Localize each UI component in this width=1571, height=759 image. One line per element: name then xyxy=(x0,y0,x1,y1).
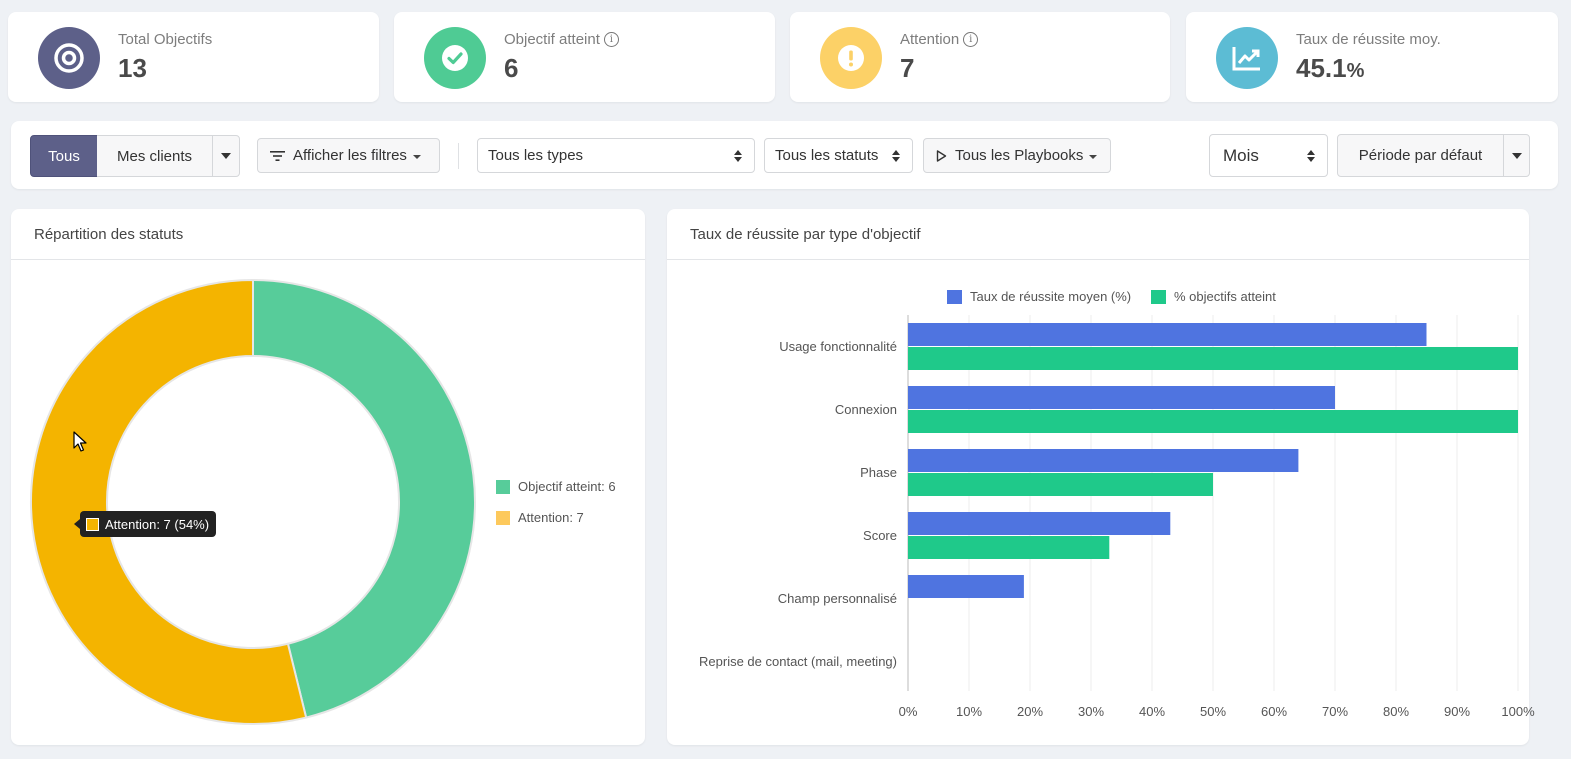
mes-clients-button[interactable]: Mes clients xyxy=(97,135,213,177)
statuts-value: Tous les statuts xyxy=(775,147,879,164)
client-dropdown-toggle[interactable] xyxy=(212,135,240,177)
stat-label: Taux de réussite moy. xyxy=(1296,31,1441,48)
stat-card-total: Total Objectifs 13 xyxy=(8,12,379,102)
stat-label: Objectif atteint xyxy=(504,31,600,48)
filter-icon xyxy=(270,150,285,161)
stat-card-success-rate: Taux de réussite moy. 45.1% xyxy=(1186,12,1558,102)
legend-label: Attention: 7 xyxy=(518,510,584,525)
exclamation-icon xyxy=(820,27,882,89)
legend-label: Taux de réussite moyen (%) xyxy=(970,289,1132,304)
mouse-cursor-icon xyxy=(73,431,87,452)
chart-line-icon xyxy=(1216,27,1278,89)
tous-label: Tous xyxy=(48,147,80,165)
afficher-filtres-button[interactable]: Afficher les filtres xyxy=(257,138,440,173)
select-arrows-icon xyxy=(1307,149,1315,162)
mes-clients-label: Mes clients xyxy=(116,147,193,165)
legend-item-pct-achieved[interactable]: % objectifs atteint xyxy=(1151,289,1276,304)
target-icon xyxy=(38,27,100,89)
stat-value: 7 xyxy=(900,53,915,83)
select-arrows-icon xyxy=(892,149,900,162)
panel-title: Taux de réussite par type d'objectif xyxy=(667,209,1529,260)
check-circle-icon xyxy=(424,27,486,89)
stat-card-attention: Attention i 7 xyxy=(790,12,1170,102)
panel-title: Répartition des statuts xyxy=(11,209,645,260)
stat-label: Attention xyxy=(900,31,960,48)
status-distribution-panel: Répartition des statuts xyxy=(11,209,645,745)
chevron-down-icon xyxy=(221,153,231,159)
periode-label: Période par défaut xyxy=(1358,147,1483,164)
periode-dropdown-toggle[interactable] xyxy=(1503,134,1530,177)
select-arrows-icon xyxy=(734,149,742,162)
periode-unit-select[interactable]: Mois xyxy=(1209,134,1328,177)
legend-item-avg-rate[interactable]: Taux de réussite moyen (%) xyxy=(947,289,1131,304)
legend-label: Objectif atteint: 6 xyxy=(518,479,616,494)
legend-swatch xyxy=(1151,289,1166,304)
info-icon[interactable]: i xyxy=(603,32,619,47)
legend-swatch xyxy=(947,289,962,304)
filter-bar: Tous Mes clients Afficher les filtres To… xyxy=(11,121,1558,189)
chevron-down-icon xyxy=(1089,154,1098,159)
types-select[interactable]: Tous les types xyxy=(477,138,755,173)
tous-button[interactable]: Tous xyxy=(30,135,98,177)
tooltip-text: Attention: 7 (54%) xyxy=(105,516,210,532)
playbooks-dropdown[interactable]: Tous les Playbooks xyxy=(923,138,1111,173)
stat-value: 13 xyxy=(118,53,147,83)
play-icon xyxy=(936,149,947,162)
stat-suffix: % xyxy=(1346,60,1365,82)
periode-unit-value: Mois xyxy=(1223,145,1259,165)
chevron-down-icon xyxy=(412,154,421,159)
chevron-down-icon xyxy=(1511,152,1522,159)
chart-tooltip: Attention: 7 (54%) xyxy=(73,511,217,537)
playbooks-label: Tous les Playbooks xyxy=(955,147,1084,164)
stat-label: Total Objectifs xyxy=(118,31,213,48)
afficher-filtres-label: Afficher les filtres xyxy=(293,147,407,164)
legend-swatch xyxy=(496,479,510,494)
periode-button[interactable]: Période par défaut xyxy=(1337,134,1504,177)
stat-card-achieved: Objectif atteint i 6 xyxy=(394,12,775,102)
stat-value: 6 xyxy=(504,53,519,83)
legend-label: % objectifs atteint xyxy=(1174,289,1276,304)
types-value: Tous les types xyxy=(488,147,584,164)
stat-value: 45.1 xyxy=(1296,53,1347,83)
legend-item-attention[interactable]: Attention: 7 xyxy=(496,510,584,525)
legend-item-achieved[interactable]: Objectif atteint: 6 xyxy=(496,479,616,494)
tooltip-swatch xyxy=(86,517,99,531)
separator xyxy=(458,143,459,169)
legend-swatch xyxy=(496,510,510,525)
info-icon[interactable]: i xyxy=(963,32,979,47)
statuts-select[interactable]: Tous les statuts xyxy=(764,138,913,173)
